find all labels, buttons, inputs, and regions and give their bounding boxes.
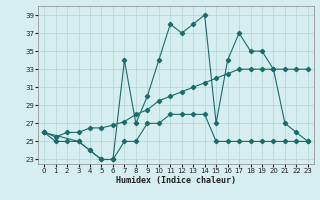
X-axis label: Humidex (Indice chaleur): Humidex (Indice chaleur) (116, 176, 236, 185)
